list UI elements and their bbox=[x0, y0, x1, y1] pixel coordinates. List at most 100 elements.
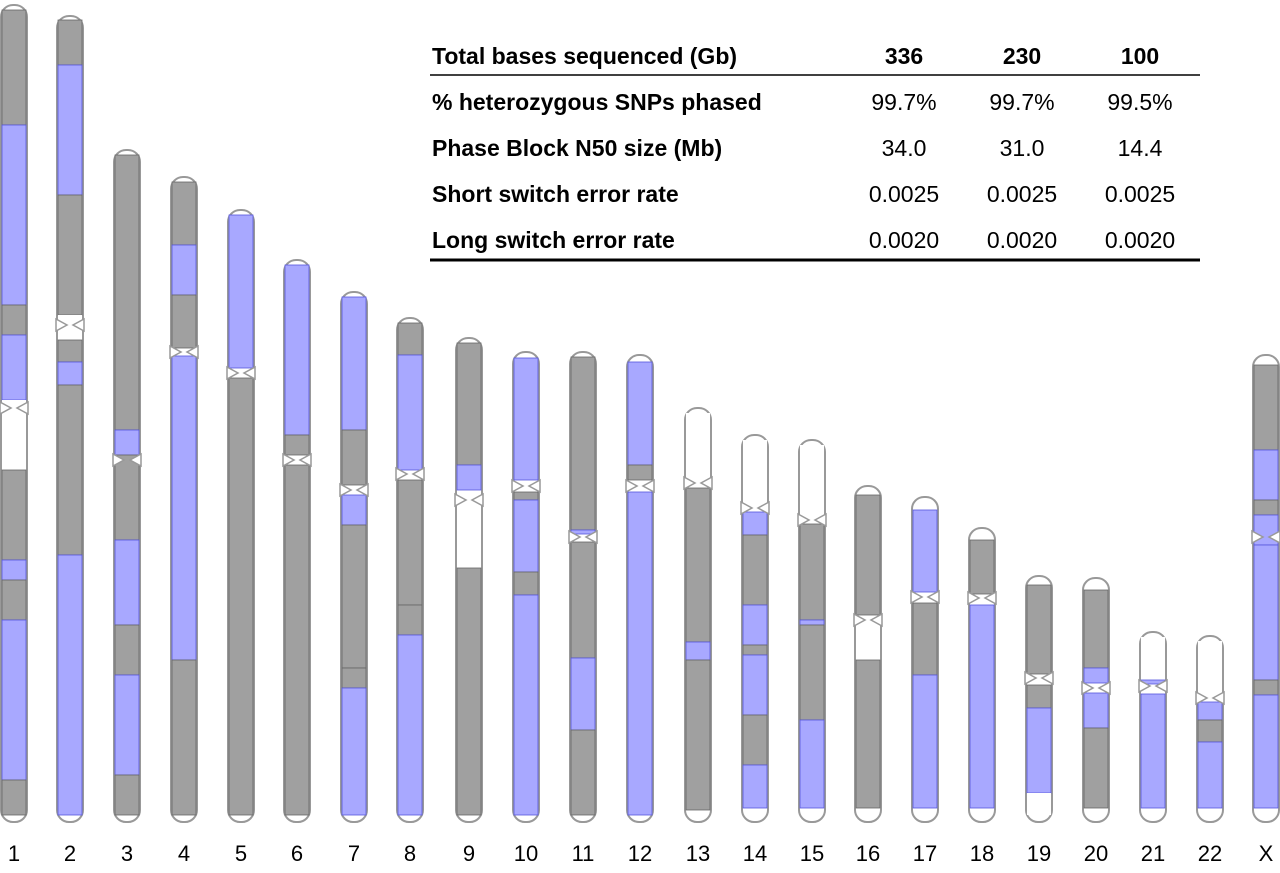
phase-block bbox=[1253, 449, 1279, 501]
centromere bbox=[625, 478, 655, 494]
phase-block bbox=[341, 524, 367, 669]
phase-block bbox=[1253, 364, 1279, 451]
phase-block bbox=[397, 322, 423, 356]
phase-block bbox=[1, 124, 27, 306]
phase-block bbox=[742, 654, 768, 716]
phase-block bbox=[171, 659, 197, 816]
phase-block bbox=[799, 719, 825, 809]
table-cell: 14.4 bbox=[1118, 135, 1163, 161]
phase-block bbox=[799, 624, 825, 721]
phase-block bbox=[743, 440, 767, 505]
table-cell: 99.7% bbox=[989, 89, 1054, 115]
phase-block bbox=[1, 579, 27, 621]
phase-block bbox=[228, 214, 254, 369]
phase-block bbox=[685, 641, 711, 661]
centromere bbox=[1024, 670, 1054, 686]
centromere bbox=[112, 452, 142, 468]
chromosome: 12 bbox=[625, 354, 655, 866]
table-cell: 0.0025 bbox=[987, 181, 1057, 207]
phase-block bbox=[627, 491, 653, 816]
chromosome-label: 6 bbox=[291, 841, 303, 866]
chromosome: 2 bbox=[55, 15, 85, 866]
phase-block bbox=[1253, 679, 1279, 696]
header-value: 336 bbox=[885, 43, 923, 69]
phase-block bbox=[685, 659, 711, 811]
chromosome-label: 18 bbox=[970, 841, 994, 866]
chromosome: 17 bbox=[910, 496, 940, 866]
phase-block bbox=[284, 434, 310, 456]
phase-block bbox=[1253, 499, 1279, 516]
table-cell: 34.0 bbox=[882, 135, 927, 161]
phase-block bbox=[397, 479, 423, 606]
phase-block bbox=[627, 464, 653, 481]
phase-block bbox=[57, 339, 83, 363]
phase-block bbox=[457, 505, 481, 565]
header-value: 230 bbox=[1003, 43, 1041, 69]
phase-block bbox=[1, 9, 27, 126]
row-label: Phase Block N50 size (Mb) bbox=[432, 135, 722, 161]
chromosome: X bbox=[1251, 354, 1280, 866]
centromere bbox=[511, 478, 541, 494]
phase-block bbox=[685, 487, 711, 643]
row-label: Long switch error rate bbox=[432, 227, 675, 253]
chromosome: 4 bbox=[169, 176, 199, 866]
centromere bbox=[1081, 680, 1111, 696]
phase-block bbox=[57, 19, 83, 66]
phase-block bbox=[1, 779, 27, 816]
phase-block bbox=[57, 554, 83, 816]
centromere bbox=[55, 317, 85, 333]
phase-block bbox=[969, 539, 995, 595]
phase-block bbox=[171, 355, 197, 661]
phase-block bbox=[570, 729, 596, 816]
phase-block bbox=[856, 625, 880, 660]
phase-block bbox=[570, 356, 596, 531]
phase-block bbox=[1026, 584, 1052, 675]
phase-block bbox=[456, 342, 482, 466]
centromere bbox=[853, 612, 883, 628]
phase-block bbox=[742, 764, 768, 809]
phase-block bbox=[912, 602, 938, 676]
phase-block bbox=[742, 604, 768, 646]
chromosome: 10 bbox=[511, 351, 541, 866]
centromere bbox=[797, 512, 827, 528]
table-cell: 0.0020 bbox=[987, 227, 1057, 253]
header-value: 100 bbox=[1121, 43, 1159, 69]
phase-block bbox=[1083, 589, 1109, 669]
phase-block bbox=[627, 361, 653, 466]
centromere bbox=[683, 475, 713, 491]
chromosome: 18 bbox=[967, 527, 997, 866]
table-cell: 0.0025 bbox=[869, 181, 939, 207]
phase-block bbox=[912, 509, 938, 593]
header-label: Total bases sequenced (Gb) bbox=[432, 43, 737, 69]
chromosome: 5 bbox=[226, 209, 256, 866]
chromosome: 9 bbox=[454, 337, 484, 866]
table-cell: 31.0 bbox=[1000, 135, 1045, 161]
centromere bbox=[169, 344, 199, 360]
phase-block bbox=[1026, 707, 1052, 794]
chromosome: 13 bbox=[683, 407, 713, 866]
chromosome: 8 bbox=[395, 317, 425, 866]
phase-block bbox=[969, 604, 995, 809]
phase-block bbox=[1, 469, 27, 561]
chromosome-label: 20 bbox=[1084, 841, 1108, 866]
phase-block bbox=[57, 384, 83, 556]
phase-block bbox=[397, 604, 423, 636]
centromere bbox=[1251, 529, 1280, 545]
centromere bbox=[0, 400, 29, 416]
table-cell: 0.0025 bbox=[1105, 181, 1175, 207]
centromere bbox=[568, 529, 598, 545]
chromosome: 3 bbox=[112, 149, 142, 866]
chromosome: 1 bbox=[0, 4, 29, 866]
phase-block bbox=[228, 377, 254, 816]
chromosome-label: 9 bbox=[463, 841, 475, 866]
phase-block bbox=[456, 464, 482, 491]
phase-block bbox=[1, 334, 27, 401]
chromosome-label: 21 bbox=[1141, 841, 1165, 866]
phase-block bbox=[2, 400, 26, 470]
chromosome-label: 7 bbox=[348, 841, 360, 866]
phase-block bbox=[742, 644, 768, 656]
chromosome: 16 bbox=[853, 485, 883, 866]
phase-block bbox=[114, 429, 140, 456]
chromosome: 21 bbox=[1138, 631, 1168, 866]
phase-block bbox=[341, 687, 367, 816]
